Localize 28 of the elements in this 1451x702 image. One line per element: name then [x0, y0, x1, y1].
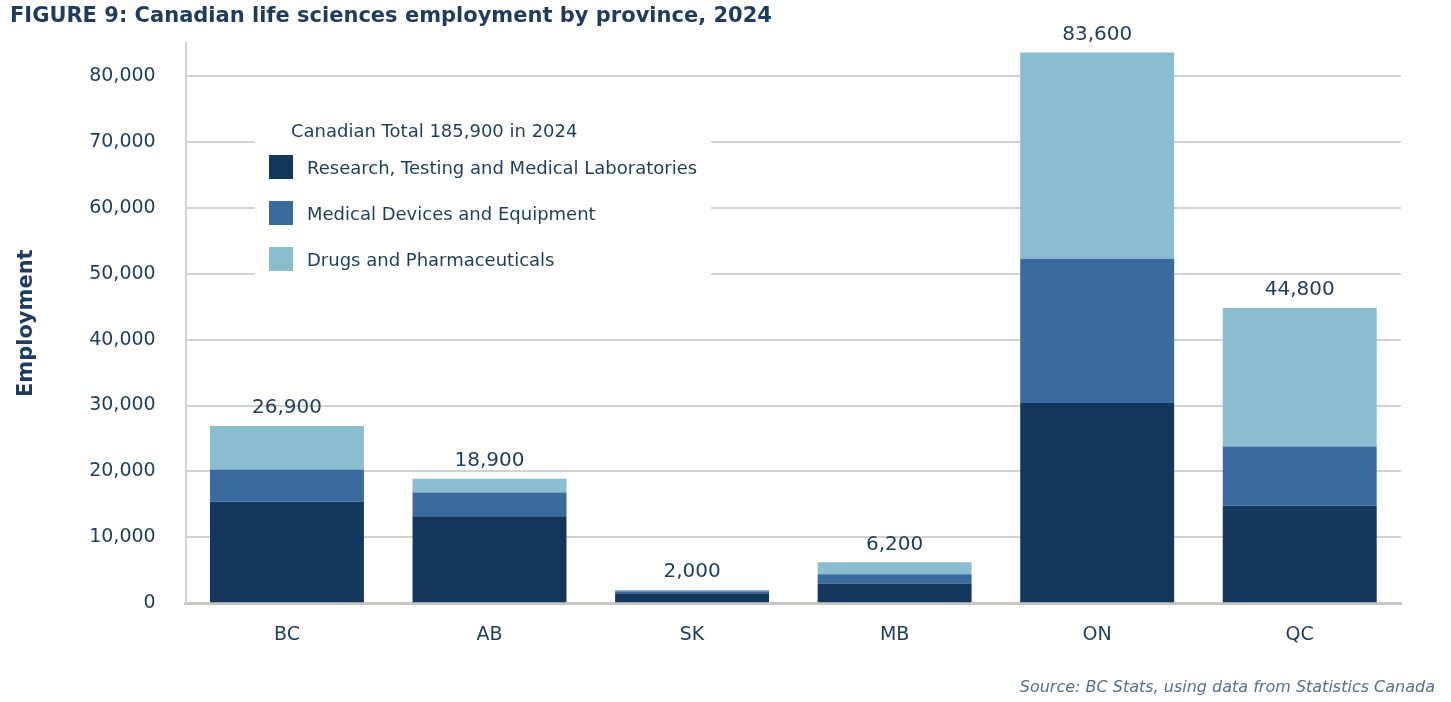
chart-title: FIGURE 9: Canadian life sciences employment by province, 2024: [10, 3, 772, 28]
legend-title: Canadian Total 185,900 in 2024: [291, 120, 579, 141]
total-label: 6,200: [865, 530, 924, 555]
y-tick-label: 20,000: [89, 458, 156, 481]
legend-label: Research, Testing and Medical Laboratories: [307, 156, 698, 178]
x-tick-label: AB: [476, 621, 503, 644]
y-tick-label: 80,000: [89, 63, 156, 86]
total-label: 2,000: [663, 558, 721, 583]
y-tick-label: 60,000: [89, 194, 156, 217]
total-label: 44,800: [1264, 276, 1335, 301]
legend-label: Drugs and Pharmaceuticals: [307, 248, 555, 270]
y-tick-label: 50,000: [89, 260, 156, 283]
legend-label: Medical Devices and Equipment: [307, 202, 596, 224]
total-label: 83,600: [1062, 20, 1133, 45]
y-axis-title: Employment: [13, 249, 38, 398]
y-tick-label: 40,000: [89, 326, 156, 349]
x-tick-label: MB: [879, 621, 910, 644]
y-tick-label: 30,000: [89, 392, 156, 415]
x-tick-label: QC: [1285, 621, 1314, 644]
x-tick-label: BC: [273, 621, 300, 644]
x-tick-label: SK: [679, 621, 705, 644]
x-tick-label: ON: [1082, 621, 1112, 644]
y-tick-label: 0: [143, 590, 156, 613]
total-label: 26,900: [251, 394, 322, 419]
y-tick-label: 10,000: [89, 524, 156, 547]
total-label: 18,900: [454, 446, 525, 471]
y-tick-label: 70,000: [89, 128, 156, 151]
source-note: Source: BC Stats, using data from Statistics Canada: [1019, 677, 1435, 696]
